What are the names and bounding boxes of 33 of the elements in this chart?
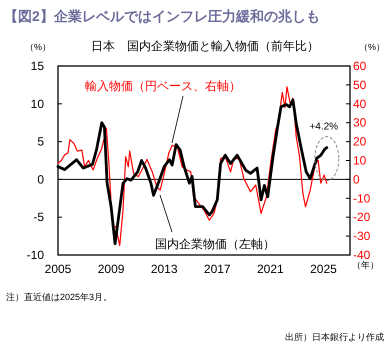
x-axis-title: （年） bbox=[352, 260, 379, 270]
text: 注）直近値は2025年3月。 bbox=[6, 292, 112, 302]
y2-tick-label: -10 bbox=[353, 191, 371, 206]
y2-axis-title: （%） bbox=[358, 42, 386, 52]
y-tick-label: 5 bbox=[37, 134, 44, 149]
y2-tick-label: 50 bbox=[353, 78, 367, 92]
x-tick-label: 2017 bbox=[204, 262, 231, 276]
y-tick-label: -5 bbox=[33, 210, 44, 224]
chart-title: 【図2】企業レベルではインフレ圧力緩和の兆しも bbox=[4, 8, 320, 24]
y-tick-label: 15 bbox=[30, 59, 44, 73]
y2-tick-label: 20 bbox=[353, 134, 367, 149]
y-tick-label: 10 bbox=[30, 96, 44, 111]
x-tick-label: 2009 bbox=[98, 262, 125, 276]
y2-tick-label: 10 bbox=[353, 154, 367, 168]
x-tick-label: 2013 bbox=[150, 262, 178, 276]
chart-subtitle: 日本 国内企業物価と輸入物価（前年比） bbox=[91, 39, 319, 53]
annotation: +4.2% bbox=[309, 122, 338, 133]
x-tick-label: 2025 bbox=[310, 262, 338, 276]
y2-tick-label: 40 bbox=[353, 96, 367, 111]
y2-tick-label: -40 bbox=[353, 248, 371, 262]
y2-tick-label: -30 bbox=[353, 229, 371, 244]
y2-tick-label: 60 bbox=[353, 59, 367, 73]
y-tick-label: 0 bbox=[37, 172, 44, 186]
text: 輸入物価（円ベース、右軸） bbox=[85, 79, 241, 93]
x-tick-label: 2005 bbox=[44, 262, 72, 276]
y2-tick-label: 0 bbox=[353, 172, 360, 186]
text: 国内企業物価（左軸） bbox=[155, 237, 275, 251]
x-tick-label: 2021 bbox=[257, 262, 284, 276]
text: 出所）日本銀行より作成 bbox=[285, 332, 384, 342]
y2-tick-label: 30 bbox=[353, 116, 367, 130]
y2-tick-label: -20 bbox=[353, 210, 371, 224]
y-tick-label: -10 bbox=[26, 248, 44, 262]
y-axis-title: （%） bbox=[24, 42, 52, 52]
